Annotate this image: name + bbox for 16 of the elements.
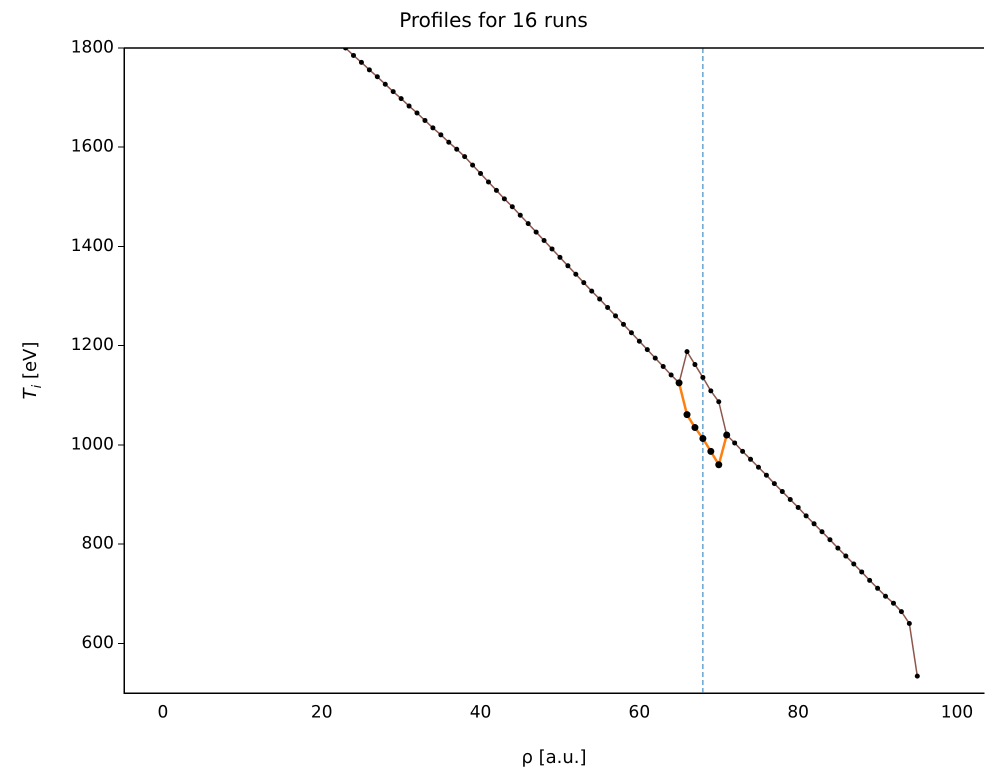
x-tick-label: 80 xyxy=(787,702,810,723)
x-tick-label: 60 xyxy=(628,702,650,723)
x-tick-label: 100 xyxy=(940,702,974,723)
y-tick-label: 1400 xyxy=(70,236,114,256)
y-tick-label: 1800 xyxy=(70,37,114,58)
y-tick-label: 800 xyxy=(82,534,114,554)
y-tick-label: 1000 xyxy=(70,434,114,454)
chart-title: Profiles for 16 runs xyxy=(399,8,588,32)
y-tick-label: 1600 xyxy=(70,136,114,157)
x-tick-label: 40 xyxy=(470,702,492,723)
y-tick-label: 600 xyxy=(82,632,114,653)
y-axis-title: Ti [eV] xyxy=(20,342,45,400)
x-axis-title: ρ [a.u.] xyxy=(521,746,587,768)
x-tick-label: 20 xyxy=(310,702,333,723)
y-tick-label: 1200 xyxy=(70,335,114,356)
x-tick-label: 0 xyxy=(157,702,168,723)
